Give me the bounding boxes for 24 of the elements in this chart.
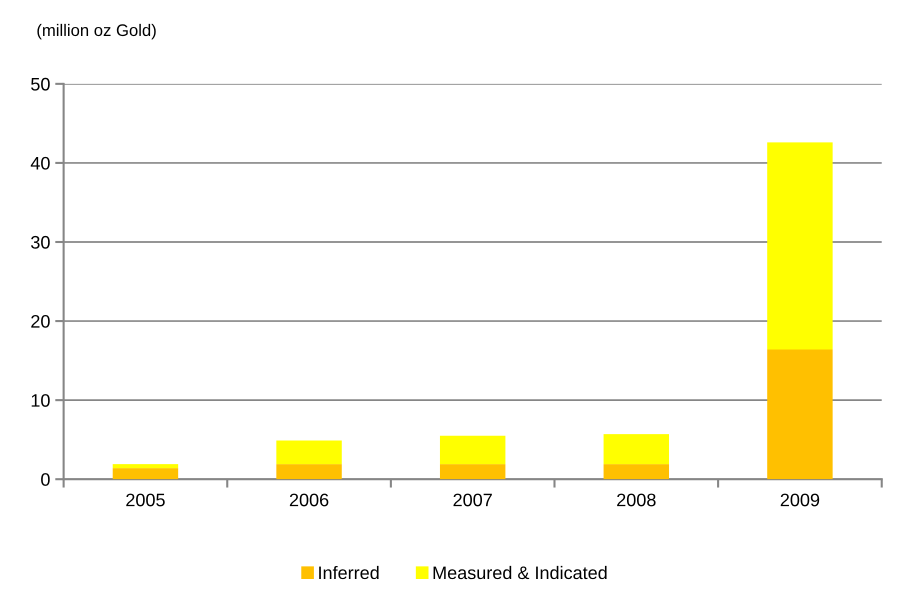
x-tick-label: 2007 — [454, 494, 492, 506]
bar — [440, 436, 506, 464]
y-tick-label: 50 — [31, 78, 50, 91]
bar — [604, 434, 670, 464]
bar — [604, 464, 670, 480]
y-tick-label: 30 — [31, 236, 50, 249]
bar — [276, 440, 342, 464]
bar — [440, 464, 506, 480]
x-tick-label: 2006 — [290, 494, 328, 506]
y-tick-label: 0 — [41, 473, 50, 486]
legend-label: Measured & Indicated — [434, 566, 607, 580]
y-tick-label: 40 — [30, 156, 50, 170]
bar — [767, 350, 833, 480]
bar — [767, 142, 833, 350]
legend-label: Inferred — [319, 566, 379, 580]
bar — [112, 468, 178, 480]
x-tick-label: 2005 — [126, 494, 165, 506]
x-tick-label: 2008 — [617, 494, 656, 506]
y-tick-label: 20 — [31, 315, 50, 328]
bar — [112, 464, 178, 468]
x-tick-label: 2009 — [780, 494, 820, 506]
y-tick-label: 10 — [32, 394, 50, 407]
bar — [276, 464, 342, 480]
y-axis-title: (million oz Gold) — [37, 24, 156, 40]
